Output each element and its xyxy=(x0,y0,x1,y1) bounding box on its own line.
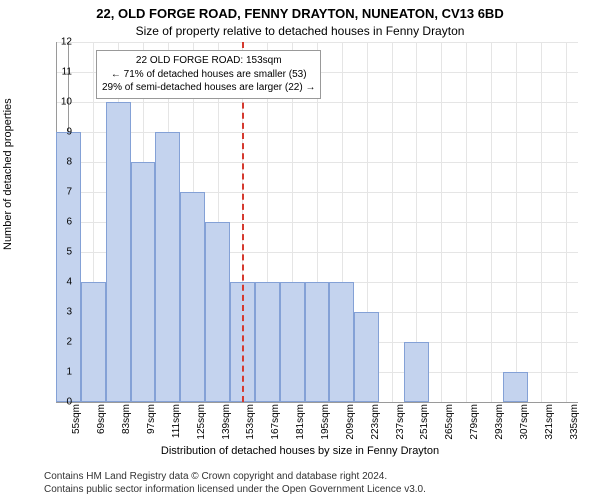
x-axis-label: Distribution of detached houses by size … xyxy=(0,445,600,457)
x-tick-label: 321sqm xyxy=(544,404,555,440)
histogram-bar xyxy=(280,282,305,402)
annotation-box: 22 OLD FORGE ROAD: 153sqm ← 71% of detac… xyxy=(96,50,321,99)
x-tick-label: 237sqm xyxy=(395,404,406,440)
annotation-line-2: ← 71% of detached houses are smaller (53… xyxy=(102,68,315,82)
y-tick-label: 8 xyxy=(66,157,72,168)
footer-line-1: Contains HM Land Registry data © Crown c… xyxy=(44,471,590,484)
y-tick-label: 10 xyxy=(61,97,72,108)
x-tick-label: 181sqm xyxy=(295,404,306,440)
gridline-v xyxy=(566,42,567,402)
y-tick-label: 9 xyxy=(66,127,72,138)
x-tick-label: 195sqm xyxy=(320,404,331,440)
gridline-v xyxy=(392,42,393,402)
y-tick-label: 12 xyxy=(61,37,72,48)
histogram-bar xyxy=(329,282,354,402)
y-axis-label: Number of detached properties xyxy=(2,98,14,250)
y-tick-label: 5 xyxy=(66,247,72,258)
histogram-bar xyxy=(305,282,330,402)
x-tick-label: 97sqm xyxy=(146,404,157,434)
histogram-bar xyxy=(180,192,205,402)
x-tick-label: 69sqm xyxy=(96,404,107,434)
x-tick-label: 167sqm xyxy=(270,404,281,440)
histogram-bar xyxy=(503,372,528,402)
x-tick-label: 293sqm xyxy=(494,404,505,440)
footer-line-2: Contains public sector information licen… xyxy=(44,484,590,497)
x-tick-label: 139sqm xyxy=(221,404,232,440)
x-tick-label: 111sqm xyxy=(171,404,182,438)
y-tick-label: 11 xyxy=(62,67,72,78)
x-tick-label: 209sqm xyxy=(345,404,356,440)
histogram-bar xyxy=(354,312,379,402)
x-tick-label: 335sqm xyxy=(569,404,580,440)
gridline-h xyxy=(56,402,578,403)
annotation-line-3: 29% of semi-detached houses are larger (… xyxy=(102,81,315,95)
y-tick-label: 4 xyxy=(66,277,72,288)
histogram-bar xyxy=(81,282,106,402)
x-tick-label: 307sqm xyxy=(519,404,530,440)
gridline-v xyxy=(541,42,542,402)
x-tick-label: 279sqm xyxy=(469,404,480,440)
y-tick-label: 6 xyxy=(66,217,72,228)
y-tick-label: 3 xyxy=(66,307,72,318)
x-tick-label: 83sqm xyxy=(121,404,132,434)
x-tick-label: 153sqm xyxy=(245,404,256,440)
histogram-bar xyxy=(205,222,230,402)
histogram-bar xyxy=(106,102,131,402)
histogram-bar xyxy=(131,162,156,402)
y-tick-label: 2 xyxy=(66,337,72,348)
chart-title: 22, OLD FORGE ROAD, FENNY DRAYTON, NUNEA… xyxy=(0,6,600,21)
y-tick-label: 7 xyxy=(66,187,72,198)
x-tick-label: 125sqm xyxy=(196,404,207,440)
plot-area: 22 OLD FORGE ROAD: 153sqm ← 71% of detac… xyxy=(56,42,578,402)
x-tick-label: 223sqm xyxy=(370,404,381,440)
gridline-v xyxy=(516,42,517,402)
x-tick-label: 55sqm xyxy=(71,404,82,434)
gridline-v xyxy=(491,42,492,402)
y-tick-label: 1 xyxy=(66,367,72,378)
gridline-v xyxy=(441,42,442,402)
chart-subtitle: Size of property relative to detached ho… xyxy=(0,24,600,38)
histogram-bar xyxy=(56,132,81,402)
x-tick-label: 265sqm xyxy=(444,404,455,440)
histogram-bar xyxy=(404,342,429,402)
histogram-bar xyxy=(255,282,280,402)
annotation-line-1: 22 OLD FORGE ROAD: 153sqm xyxy=(102,54,315,68)
histogram-bar xyxy=(155,132,180,402)
x-tick-label: 251sqm xyxy=(419,404,430,440)
footer-text: Contains HM Land Registry data © Crown c… xyxy=(44,471,590,496)
gridline-v xyxy=(466,42,467,402)
